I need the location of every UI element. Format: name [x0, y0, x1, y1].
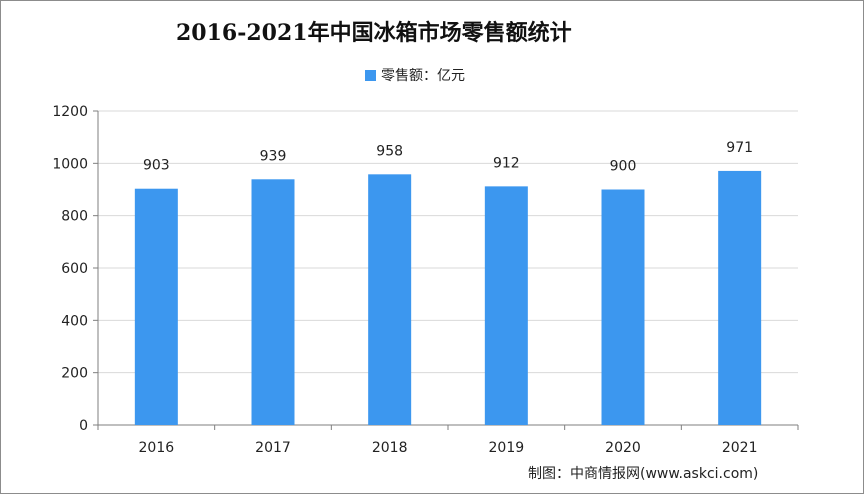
- bar-2021: [718, 170, 762, 425]
- y-tick-label: 1200: [52, 104, 88, 120]
- x-tick-label: 2019: [489, 440, 525, 456]
- x-tick-label: 2021: [722, 440, 758, 456]
- legend-label: 零售额：亿元: [381, 68, 465, 84]
- y-tick-label: 800: [61, 209, 88, 225]
- legend-swatch: [365, 69, 376, 81]
- bar-2018: [368, 174, 412, 425]
- y-tick-label: 200: [61, 366, 88, 382]
- data-label: 958: [376, 143, 403, 159]
- bar-2020: [601, 189, 645, 425]
- bar-2017: [251, 179, 295, 425]
- data-label: 939: [260, 148, 287, 164]
- data-label: 912: [493, 155, 520, 171]
- x-tick-label: 2018: [372, 440, 408, 456]
- x-tick-label: 2020: [605, 440, 641, 456]
- data-label: 900: [610, 159, 637, 175]
- x-tick-label: 2017: [255, 440, 291, 456]
- bar-2016: [134, 188, 178, 425]
- legend: 零售额：亿元: [365, 65, 465, 85]
- y-tick-label: 400: [61, 313, 88, 329]
- y-tick-label: 1000: [52, 156, 88, 172]
- data-label: 971: [726, 140, 753, 156]
- chart-title: 2016-2021年中国冰箱市场零售额统计: [176, 20, 572, 46]
- bar-2019: [484, 186, 528, 425]
- x-tick-label: 2016: [139, 440, 175, 456]
- data-label: 903: [143, 158, 170, 174]
- y-tick-label: 0: [79, 418, 88, 434]
- y-tick-label: 600: [61, 261, 88, 277]
- source-credit: 制图：中商情报网(www.askci.com): [528, 466, 759, 482]
